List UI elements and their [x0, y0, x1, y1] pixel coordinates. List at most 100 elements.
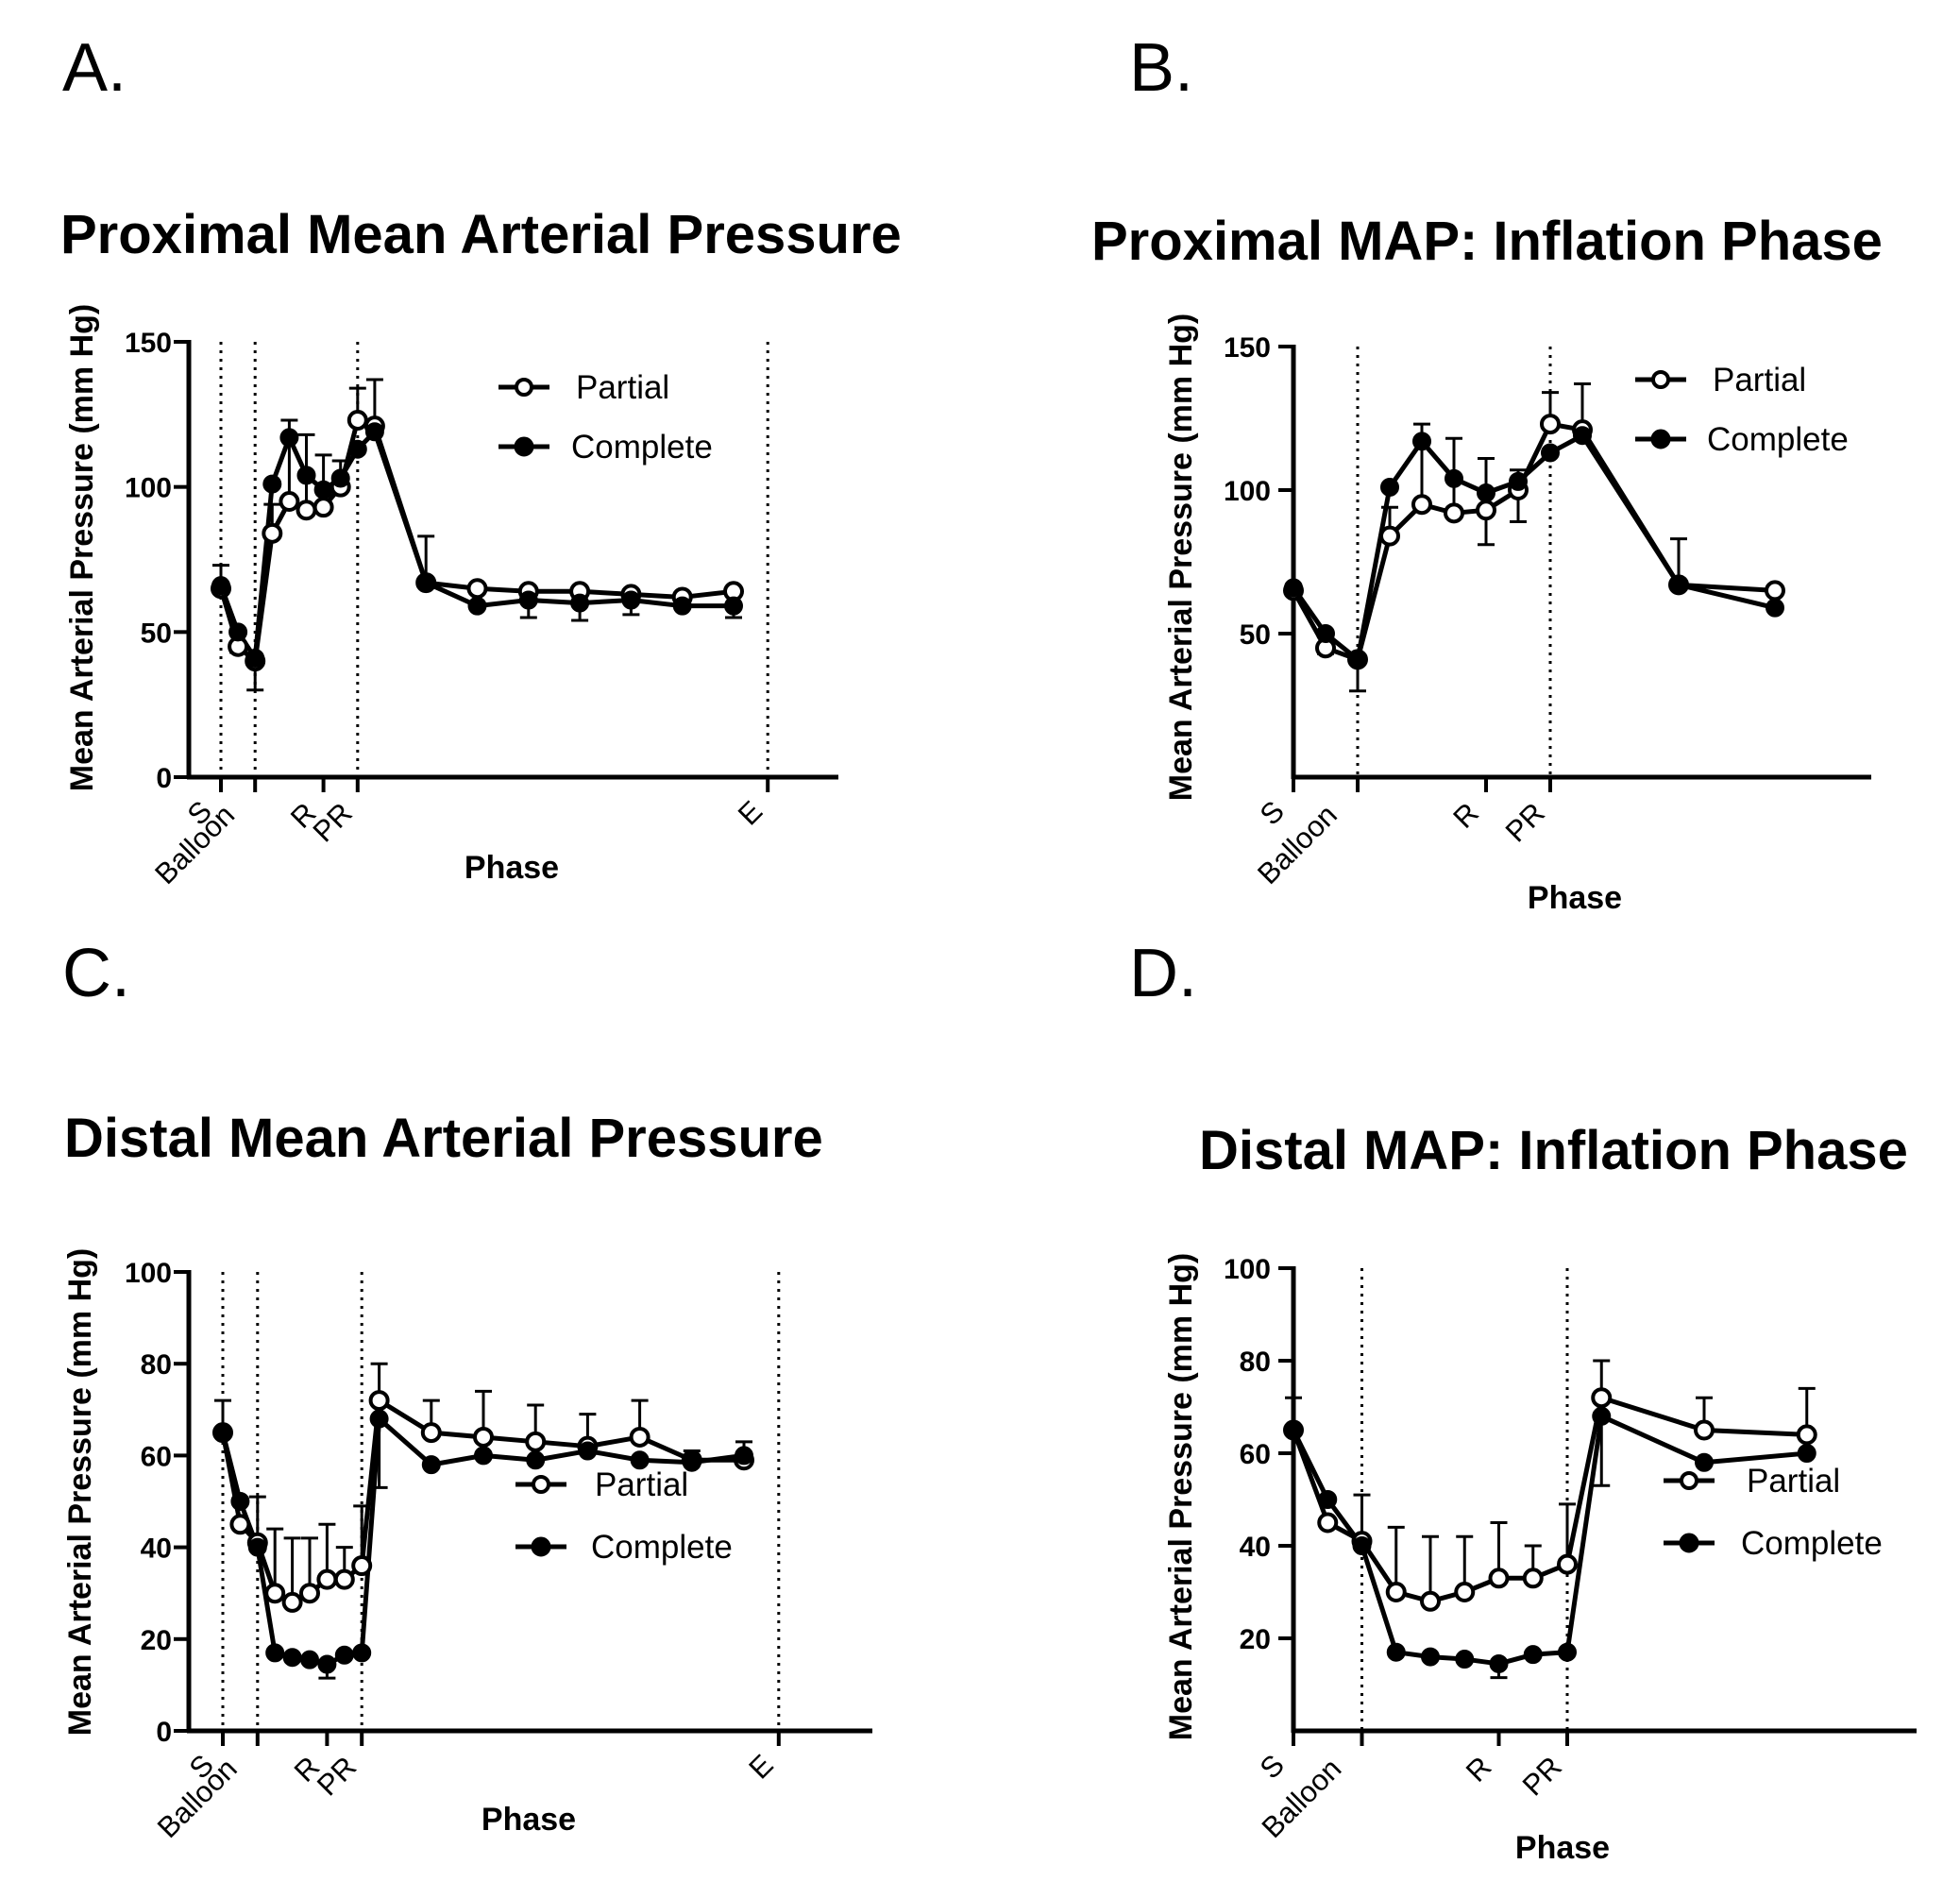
data-point-partial — [296, 500, 317, 521]
data-point-partial — [1765, 580, 1785, 602]
data-point-complete — [1380, 477, 1399, 497]
data-point-partial — [264, 1583, 286, 1604]
x-axis-title-b: Phase — [1528, 880, 1622, 916]
legend-label-partial: Partial — [595, 1466, 688, 1503]
legend-marker-complete — [1650, 429, 1671, 449]
x-tick-label: S — [1254, 1748, 1291, 1785]
data-point-partial — [1557, 1553, 1578, 1575]
data-point-partial — [1476, 500, 1496, 521]
data-point-partial — [1379, 525, 1400, 547]
y-tick-label: 100 — [125, 1258, 172, 1289]
series-line-complete — [1291, 432, 1776, 662]
x-tick-label: PR — [1499, 796, 1551, 848]
panel-a: A. Proximal Mean Arterial Pressure 0 50 10… — [60, 30, 902, 890]
data-point-complete — [1669, 575, 1688, 595]
data-point-complete — [1316, 624, 1335, 643]
y-tick-label: 20 — [1240, 1624, 1271, 1655]
x-tick-label: S — [1254, 794, 1291, 831]
data-point-partial — [351, 1555, 373, 1577]
data-point-partial — [316, 1568, 338, 1590]
data-point-partial — [1385, 1582, 1407, 1602]
data-point-complete — [228, 622, 248, 642]
x-axis-title-d: Phase — [1515, 1830, 1610, 1866]
data-point-complete — [1523, 1645, 1543, 1665]
data-point-complete — [1386, 1642, 1406, 1662]
x-tick-label: PR — [307, 796, 359, 848]
data-point-partial — [466, 578, 488, 600]
data-point-complete — [1284, 578, 1303, 598]
legend-label-complete: Complete — [591, 1529, 733, 1566]
data-point-complete — [467, 596, 487, 616]
data-point-partial — [368, 1390, 390, 1412]
data-point-complete — [1284, 1420, 1303, 1440]
data-point-complete — [334, 1645, 354, 1665]
panel-letter-a: A. — [62, 30, 127, 106]
data-point-complete — [672, 596, 692, 616]
y-tick-label: 150 — [125, 328, 172, 359]
data-point-complete — [300, 1650, 319, 1669]
x-tick-label: E — [732, 794, 769, 831]
data-point-complete — [352, 1643, 372, 1663]
panel-letter-c: C. — [62, 936, 130, 1011]
y-tick-label: 80 — [1240, 1347, 1271, 1378]
data-point-complete — [247, 1537, 267, 1557]
data-point-complete — [364, 422, 384, 442]
data-point-complete — [245, 648, 265, 668]
data-point-complete — [474, 1446, 493, 1466]
data-point-complete — [1695, 1452, 1714, 1472]
x-tick-label: R — [1460, 1750, 1498, 1788]
legend-marker-complete — [531, 1536, 551, 1557]
data-point-complete — [1412, 432, 1431, 451]
x-tick-label: R — [1446, 796, 1485, 835]
data-point-complete — [1766, 598, 1784, 618]
y-tick-label: 100 — [1224, 1254, 1271, 1285]
data-point-partial — [1317, 1512, 1339, 1534]
data-point-partial — [420, 1422, 442, 1444]
chart-title-c: Distal Mean Arterial Pressure — [64, 1108, 823, 1169]
data-point-partial — [1444, 502, 1464, 524]
x-tick-label: PR — [1516, 1750, 1568, 1802]
data-point-complete — [1318, 1490, 1338, 1509]
legend-label-complete: Complete — [571, 429, 713, 466]
data-point-complete — [1509, 471, 1528, 491]
data-point-complete — [1489, 1653, 1509, 1673]
data-point-partial — [1411, 494, 1432, 516]
data-point-complete — [1348, 650, 1367, 669]
legend-label-partial: Partial — [1747, 1463, 1840, 1500]
data-point-complete — [578, 1441, 598, 1461]
chart-title-b: Proximal MAP: Inflation Phase — [1091, 211, 1883, 272]
data-point-complete — [1592, 1406, 1612, 1426]
data-point-complete — [1797, 1444, 1816, 1463]
data-point-complete — [1421, 1647, 1440, 1667]
y-axis-title-a: Mean Arterial Pressure (mm Hg) — [64, 304, 100, 791]
data-point-complete — [282, 1648, 302, 1668]
y-tick-label: 50 — [1240, 619, 1271, 651]
legend-d: Partial Complete — [1664, 1463, 1883, 1562]
data-point-complete — [630, 1450, 650, 1470]
data-point-partial — [629, 1426, 651, 1448]
data-point-complete — [526, 1450, 546, 1470]
data-point-partial — [1694, 1419, 1715, 1441]
y-tick-label: 150 — [1224, 332, 1271, 364]
y-tick-label: 50 — [141, 618, 172, 649]
data-point-complete — [211, 576, 230, 596]
data-point-complete — [570, 593, 590, 613]
data-point-complete — [347, 439, 367, 459]
chart-title-d: Distal MAP: Inflation Phase — [1199, 1120, 1908, 1181]
y-axis-title-b: Mean Arterial Pressure (mm Hg) — [1163, 314, 1199, 801]
panel-d: D. Distal MAP: Inflation Phase 20 40 60 80 1… — [1129, 936, 1917, 1866]
legend-c: Partial Complete — [515, 1466, 733, 1566]
x-axis-title-c: Phase — [482, 1802, 576, 1838]
legend-label-complete: Complete — [1741, 1525, 1883, 1562]
data-point-partial — [279, 491, 300, 513]
y-tick-label: 40 — [141, 1534, 172, 1565]
data-point-partial — [229, 1514, 251, 1535]
data-point-complete — [1541, 443, 1560, 463]
x-tick-label: E — [742, 1748, 779, 1785]
legend-label-complete: Complete — [1707, 421, 1849, 458]
legend-marker-partial — [515, 378, 533, 397]
data-point-complete — [1455, 1650, 1475, 1669]
data-point-complete — [621, 590, 641, 610]
